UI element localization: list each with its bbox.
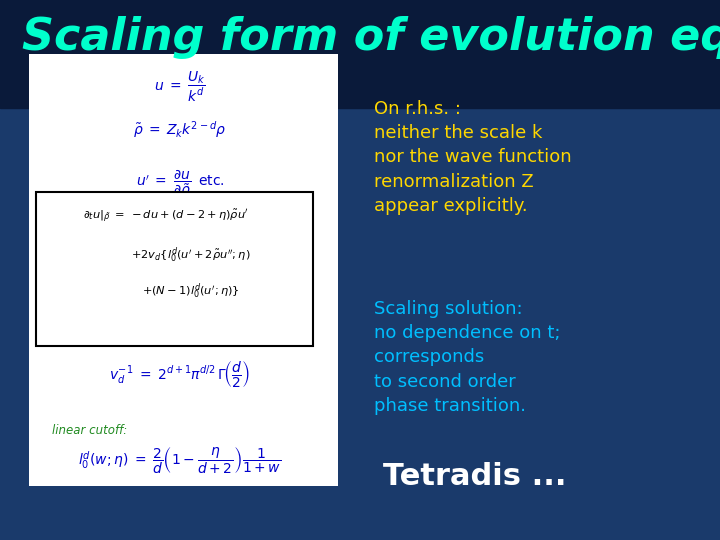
- Text: Scaling solution:
no dependence on t;
corresponds
to second order
phase transiti: Scaling solution: no dependence on t; co…: [374, 300, 561, 415]
- Text: linear cutoff:: linear cutoff:: [52, 424, 127, 437]
- Text: Scaling form of evolution equation: Scaling form of evolution equation: [22, 16, 720, 59]
- Text: $\partial_t u|_{\tilde{\rho}}\; =\; -du + (d - 2 + \eta)\tilde{\rho}u'$: $\partial_t u|_{\tilde{\rho}}\; =\; -du …: [83, 208, 248, 226]
- FancyBboxPatch shape: [29, 54, 338, 486]
- Text: $+(N-1)l_0^d(u';\eta)\}$: $+(N-1)l_0^d(u';\eta)\}$: [142, 282, 240, 301]
- Text: On r.h.s. :
neither the scale k
nor the wave function
renormalization Z
appear e: On r.h.s. : neither the scale k nor the …: [374, 100, 572, 215]
- Text: $l_0^d(w;\eta)\; =\; \dfrac{2}{d}\left(1 - \dfrac{\eta}{d+2}\right)\dfrac{1}{1+w: $l_0^d(w;\eta)\; =\; \dfrac{2}{d}\left(1…: [78, 446, 282, 476]
- Text: $v_d^{-1}\; =\; 2^{d+1}\pi^{d/2}\,\Gamma\!\left(\dfrac{d}{2}\right)$: $v_d^{-1}\; =\; 2^{d+1}\pi^{d/2}\,\Gamma…: [109, 359, 251, 389]
- Text: $+2v_d\{l_0^d(u' + 2\tilde{\rho}u'';\eta)$: $+2v_d\{l_0^d(u' + 2\tilde{\rho}u'';\eta…: [131, 246, 251, 265]
- Text: $u\; =\; \dfrac{U_k}{k^d}$: $u\; =\; \dfrac{U_k}{k^d}$: [154, 70, 206, 104]
- Bar: [0, 0, 720, 108]
- FancyBboxPatch shape: [36, 192, 313, 346]
- Text: $u'\; =\; \dfrac{\partial u}{\partial \tilde{\rho}}\;\;\mathrm{etc.}$: $u'\; =\; \dfrac{\partial u}{\partial \t…: [135, 167, 225, 200]
- Text: Tetradis ...: Tetradis ...: [384, 462, 567, 491]
- Text: $\tilde{\rho}\; =\; Z_k k^{2-d}\rho$: $\tilde{\rho}\; =\; Z_k k^{2-d}\rho$: [133, 119, 227, 140]
